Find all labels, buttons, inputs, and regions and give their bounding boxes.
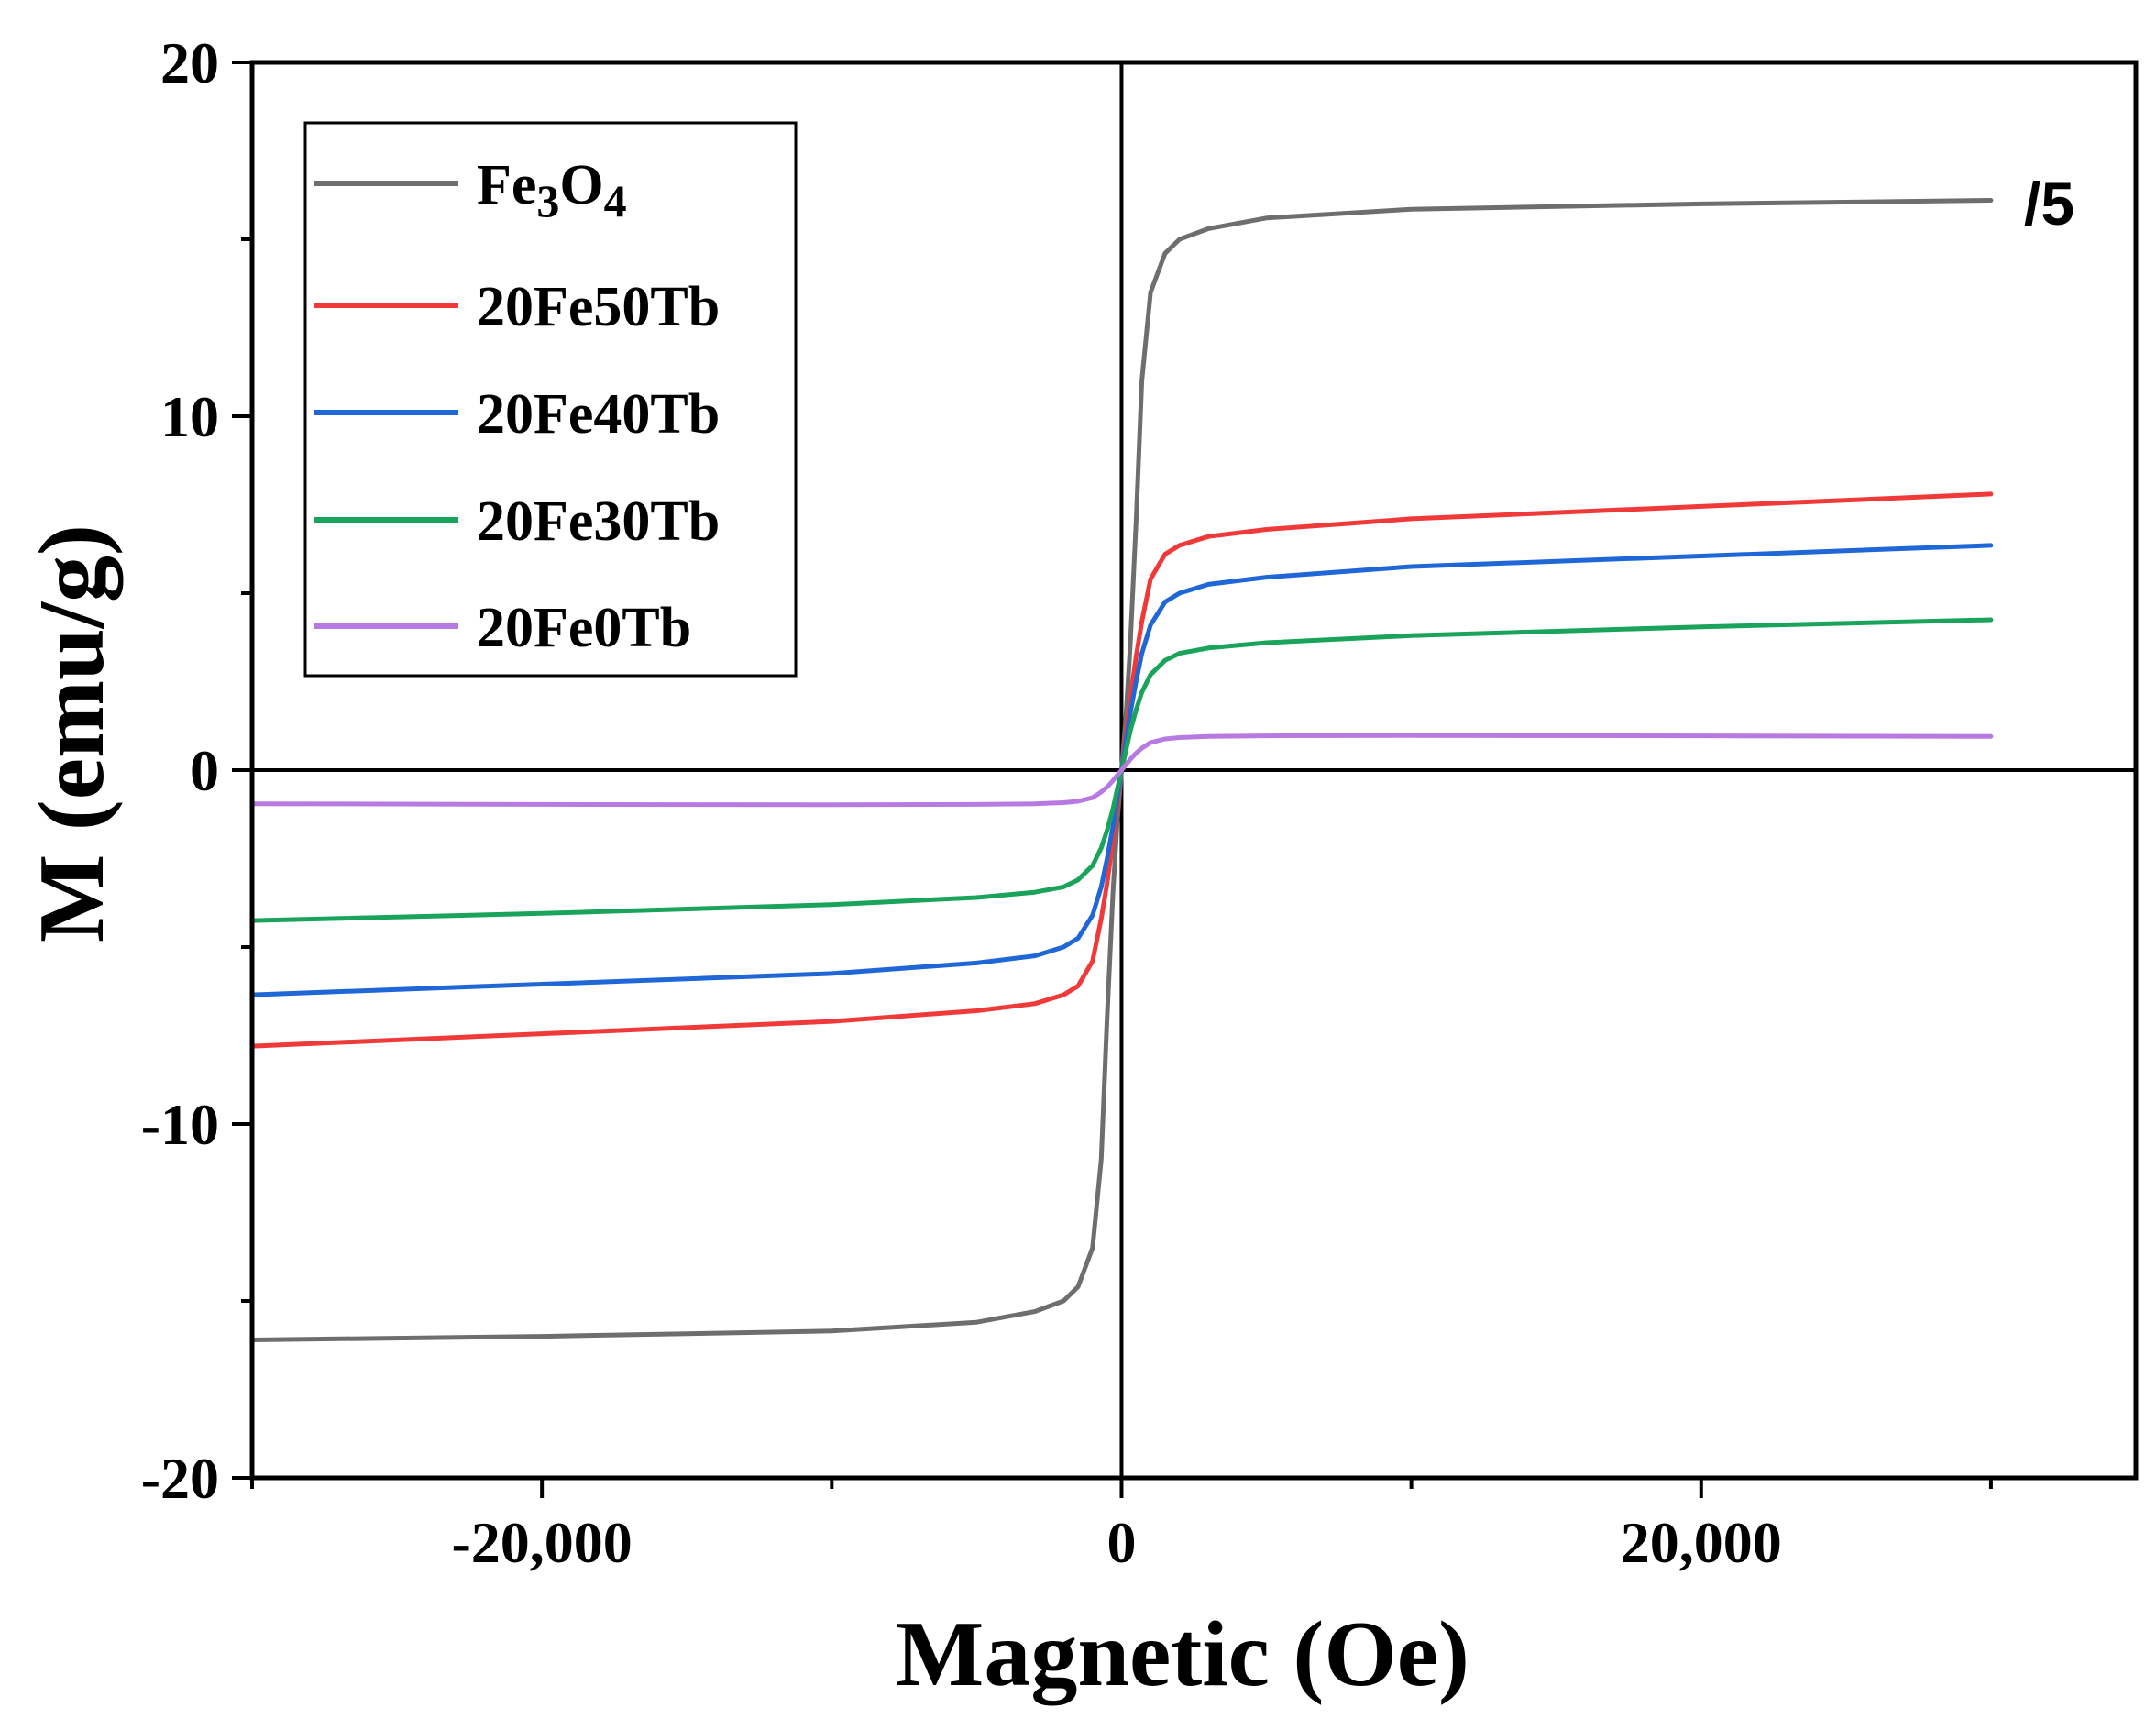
x-tick-label: 0 — [1106, 1510, 1136, 1575]
legend-box — [303, 121, 798, 678]
axis-tick-labels: -20 -10 0 10 20 -20,000 0 20,000 — [141, 30, 1782, 1575]
x-axis-title: Magnetic (Oe) — [896, 1603, 1469, 1706]
y-tick-label: -20 — [141, 1446, 219, 1511]
y-tick-label: 0 — [190, 738, 219, 803]
y-tick-label: 20 — [160, 30, 219, 95]
series-lines — [249, 198, 1994, 1342]
series-line-20fe0tb — [249, 733, 1994, 808]
legend-label-20fe50tb: 20Fe50Tb — [477, 276, 720, 338]
legend-entries: Fe3O4 20Fe50Tb 20Fe40Tb 20Fe30Tb 20Fe0Tb — [314, 154, 720, 659]
x-tick-label: -20,000 — [451, 1510, 632, 1575]
legend-label-20fe40tb: 20Fe40Tb — [477, 383, 720, 446]
scale-annotation: /5 — [2024, 170, 2074, 237]
axis-ticks — [232, 61, 1993, 1498]
legend-label-fe3o4: Fe3O4 — [477, 154, 627, 226]
y-axis-title: M (emu/g) — [20, 524, 124, 942]
legend: Fe3O4 20Fe50Tb 20Fe40Tb 20Fe30Tb 20Fe0Tb — [303, 121, 798, 678]
x-tick-label: 20,000 — [1621, 1510, 1782, 1575]
legend-label-20fe30tb: 20Fe30Tb — [477, 490, 720, 553]
y-tick-label: 10 — [160, 384, 219, 449]
y-tick-label: -10 — [141, 1092, 219, 1157]
legend-label-20fe0tb: 20Fe0Tb — [477, 597, 691, 659]
